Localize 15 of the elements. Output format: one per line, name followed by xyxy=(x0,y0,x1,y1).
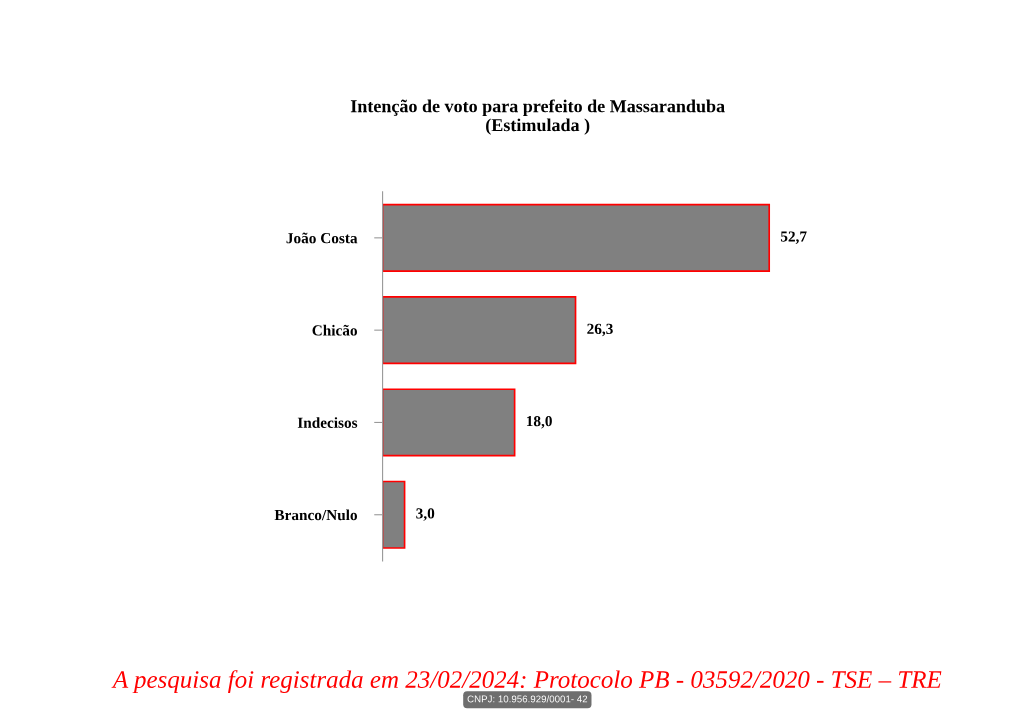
bar xyxy=(382,388,516,457)
data-label: 26,3 xyxy=(587,323,613,337)
y-tick-label: João Costa xyxy=(286,232,358,244)
chart-title: Intenção de voto para prefeito de Massaranduba (Estimulada ) xyxy=(350,99,725,135)
y-tick-label: Chicão xyxy=(312,324,357,336)
data-label: 52,7 xyxy=(780,231,807,244)
text: A pesquisa foi registrada em 23/02/2024: Protocolo PB - 03592/2020 - TSE – TRE xyxy=(111,670,942,694)
data-label: 3,0 xyxy=(416,508,435,521)
data-label: 18,0 xyxy=(526,415,552,429)
bar xyxy=(382,203,771,272)
text: CNPJ: 10.956.929/0001- 42 xyxy=(467,695,588,703)
y-tick-label: Indecisos xyxy=(297,417,358,428)
bar xyxy=(382,480,406,549)
bar xyxy=(382,296,577,365)
y-tick-label: Branco/Nulo xyxy=(274,509,357,521)
